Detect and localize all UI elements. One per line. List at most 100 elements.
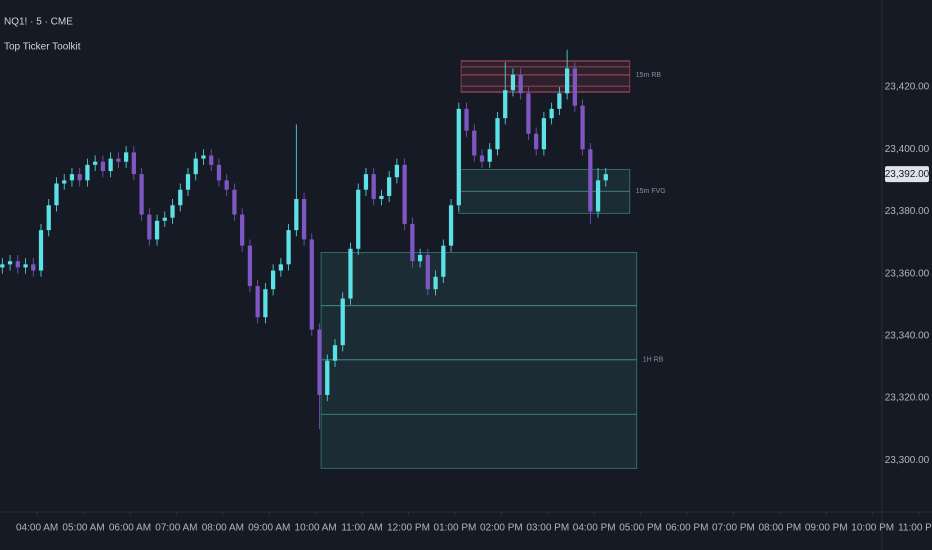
candle-body (371, 174, 376, 200)
x-tick-label: 09:00 PM (805, 523, 848, 534)
last-price-label: 23,392.00 (885, 169, 930, 180)
x-tick-label: 07:00 PM (712, 523, 755, 534)
candle-body (394, 164, 400, 178)
candle-body (201, 155, 206, 159)
candle-body (603, 174, 608, 181)
candle-body (448, 205, 454, 246)
candle-body (185, 174, 191, 190)
candle-body (69, 174, 75, 181)
y-tick-label: 23,320.00 (885, 393, 930, 404)
zone-box (460, 60, 631, 93)
candle-body (123, 152, 129, 162)
candle-body (464, 108, 469, 131)
candle-body (410, 223, 415, 262)
candle-body (77, 174, 82, 181)
y-tick-label: 23,300.00 (885, 455, 930, 466)
candle-body (309, 239, 314, 330)
candle-body (54, 183, 59, 206)
candle-body (487, 149, 492, 162)
x-tick-label: 11:00 PM (898, 523, 932, 534)
candle-body (270, 270, 276, 290)
candle-body (379, 195, 384, 200)
zone-box (320, 252, 638, 469)
candle-body (534, 133, 539, 150)
candle-body (572, 68, 577, 106)
x-tick-label: 12:00 PM (387, 523, 430, 534)
candle-body (232, 189, 237, 215)
zone-label: 15m FVG (636, 188, 666, 195)
y-tick-label: 23,400.00 (885, 144, 930, 155)
x-tick-label: 11:00 AM (341, 523, 383, 534)
candle-body (224, 180, 229, 190)
candle-body (93, 161, 98, 165)
x-tick-label: 06:00 AM (109, 523, 151, 534)
x-tick-label: 10:00 PM (851, 523, 894, 534)
candle-body (255, 286, 260, 318)
candle-body (286, 230, 291, 265)
candle-body (162, 217, 167, 221)
x-tick-label: 09:00 AM (248, 523, 290, 534)
candle-body (62, 180, 67, 184)
candle-body (417, 255, 423, 262)
candle-body (46, 205, 51, 231)
candle-body (479, 155, 485, 162)
candle-body (402, 164, 407, 224)
y-tick-label: 23,360.00 (885, 268, 930, 279)
candle-body (541, 118, 547, 150)
candle-body (131, 152, 136, 175)
x-tick-label: 04:00 AM (16, 523, 58, 534)
candle-body (332, 345, 338, 361)
zone-label: 1H RB (643, 357, 664, 364)
zone-label: 15m RB (636, 72, 662, 79)
x-tick-label: 02:00 PM (480, 523, 523, 534)
x-tick-label: 10:00 AM (295, 523, 337, 534)
candle-body (15, 261, 20, 268)
candle-body (294, 199, 299, 231)
candle-body (23, 264, 28, 268)
candle-body (363, 174, 369, 190)
candle-body (387, 177, 392, 196)
x-tick-label: 08:00 AM (202, 523, 244, 534)
x-tick-label: 05:00 PM (619, 523, 662, 534)
candle-body (0, 264, 5, 268)
candle-body (317, 329, 322, 395)
candle-body (433, 276, 438, 290)
candle-body (348, 248, 353, 299)
candle-body (116, 158, 121, 162)
candle-body (441, 245, 446, 277)
candle-body (301, 199, 307, 240)
candle-body (557, 93, 562, 109)
candle-body (31, 264, 36, 271)
candle-body (518, 74, 523, 94)
candle-body (154, 220, 160, 240)
candle-body (340, 298, 345, 346)
y-tick-label: 23,380.00 (885, 206, 930, 217)
candle-body (595, 180, 601, 212)
candle-body (472, 130, 477, 156)
candle-body (178, 189, 183, 206)
x-tick-label: 01:00 PM (434, 523, 477, 534)
x-tick-label: 06:00 PM (666, 523, 709, 534)
candle-body (263, 289, 268, 318)
candle-body (209, 155, 214, 165)
x-tick-label: 04:00 PM (573, 523, 616, 534)
candle-body (278, 264, 283, 271)
candle-body (425, 255, 430, 290)
candle-body (216, 164, 222, 181)
candle-body (356, 189, 361, 249)
candle-body (193, 158, 198, 175)
candle-body (564, 68, 570, 94)
candle-body (240, 214, 245, 246)
last-price-box (885, 166, 929, 183)
candle-body (588, 149, 593, 212)
candle-body (526, 93, 531, 134)
x-tick-label: 08:00 PM (758, 523, 801, 534)
candle-body (495, 118, 500, 150)
y-tick-label: 23,420.00 (885, 82, 930, 93)
candle-body (100, 161, 106, 172)
candle-body (580, 105, 585, 150)
candle-body (38, 230, 44, 271)
candle-body (549, 108, 554, 119)
